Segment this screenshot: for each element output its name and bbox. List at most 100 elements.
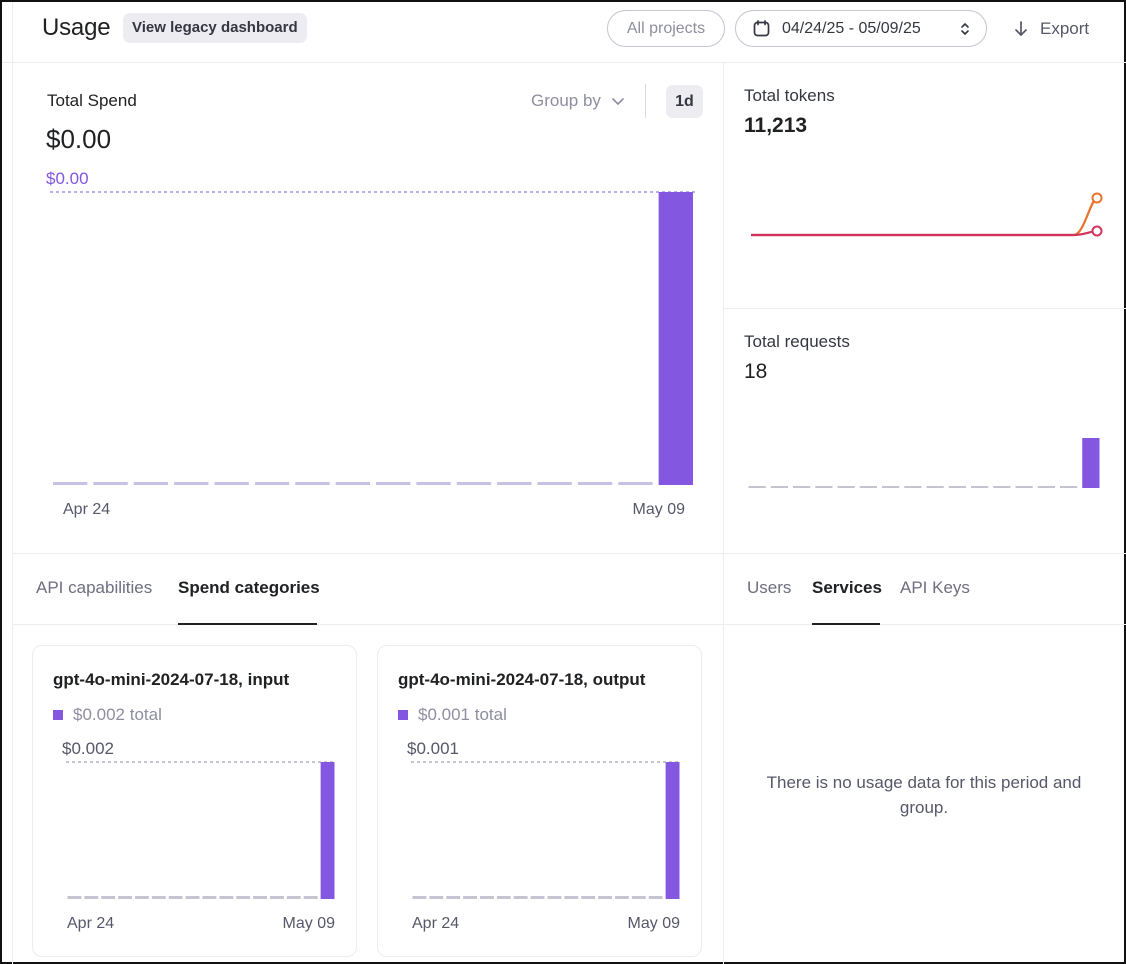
chart-bar-zero <box>174 482 209 485</box>
chart-bar-zero <box>598 896 612 899</box>
date-range-text: 04/24/25 - 05/09/25 <box>782 20 921 37</box>
total-tokens-chart <box>751 192 1103 237</box>
x-tick-label: Apr 24 <box>67 915 114 932</box>
chart-bar-zero <box>615 896 629 899</box>
chart-bar-zero <box>67 896 82 899</box>
chart-bar-zero <box>1060 486 1078 488</box>
group-by-label: Group by <box>531 91 601 110</box>
chart-bar-zero <box>456 482 492 485</box>
chart-bar-zero <box>547 896 562 899</box>
chart-bar-zero <box>446 896 461 899</box>
total-requests-chart <box>748 438 1100 488</box>
group-by-dropdown[interactable]: Group by <box>531 91 624 111</box>
tabs-divider <box>12 624 1126 625</box>
empty-state-message: There is no usage data for this period a… <box>766 773 1082 817</box>
active-tab-indicator <box>178 623 317 625</box>
chart-bar-zero <box>497 482 532 485</box>
chart-bar-zero <box>335 482 370 485</box>
chart-bar-zero <box>303 896 318 899</box>
chart-bar-zero <box>882 486 900 488</box>
chart-bar-zero <box>202 896 217 899</box>
chart-bar-zero <box>429 896 444 899</box>
right-panel-divider <box>724 308 1126 309</box>
chart-bar-zero <box>926 486 944 488</box>
x-tick-label: May 09 <box>628 915 681 932</box>
vertical-divider <box>723 63 724 964</box>
tab-spend-categories[interactable]: Spend categories <box>178 578 320 597</box>
card-title: gpt-4o-mini-2024-07-18, input <box>53 670 290 689</box>
chart-bar-zero <box>564 896 579 899</box>
section-divider <box>12 553 1126 554</box>
chart-bar <box>665 762 680 899</box>
x-tick-label: May 09 <box>283 915 336 932</box>
tab-api-keys[interactable]: API Keys <box>900 578 970 597</box>
legend-swatch <box>398 710 408 720</box>
chart-bar-zero <box>135 896 149 899</box>
series-end-point <box>1091 192 1103 204</box>
tab-services[interactable]: Services <box>812 578 882 597</box>
chart-bar-zero <box>631 896 646 899</box>
total-spend-value: $0.00 <box>46 124 112 154</box>
chart-bar-zero <box>993 486 1011 488</box>
chart-bar-zero <box>376 482 411 485</box>
chart-bar-zero <box>971 486 989 488</box>
chart-bar-zero <box>748 486 766 488</box>
chart-bar-zero <box>859 486 877 488</box>
chevron-up-down-icon <box>961 23 969 35</box>
chart-bar-zero <box>480 896 494 899</box>
arrow-down-icon <box>1015 21 1027 36</box>
spend-category-card[interactable]: gpt-4o-mini-2024-07-18, input $0.002 tot… <box>32 645 357 957</box>
granularity-button[interactable]: 1d <box>666 85 703 118</box>
x-tick-label: Apr 24 <box>412 915 459 932</box>
chart-bar-zero <box>581 896 596 899</box>
chart-bar-zero <box>168 896 183 899</box>
series-line <box>751 196 1098 237</box>
chart-bar-zero <box>648 896 663 899</box>
page-header: Usage View legacy dashboard All projects… <box>2 2 1126 63</box>
chart-bar-zero <box>513 896 528 899</box>
chart-bar-zero <box>837 486 855 488</box>
chart-bar-zero <box>496 896 511 899</box>
chart-bar-zero <box>93 482 128 485</box>
chart-bar-zero <box>118 896 132 899</box>
chart-bar-zero <box>151 896 166 899</box>
max-value-label: $0.001 <box>407 739 459 758</box>
legend-swatch <box>53 710 63 720</box>
chevron-down-icon <box>612 98 624 105</box>
total-spend-label: Total Spend <box>47 91 137 110</box>
chart-bar-zero <box>948 486 966 488</box>
card-chart: $0.002 Apr 24 May 09 <box>62 739 336 932</box>
chart-bar-zero <box>84 896 99 899</box>
chart-bar-zero <box>537 482 572 485</box>
chart-bar-zero <box>412 896 427 899</box>
left-gutter-line <box>12 2 13 964</box>
chart-bar-zero <box>295 482 330 485</box>
chart-bar-zero <box>254 482 290 485</box>
chart-bar-zero <box>236 896 251 899</box>
chart-bar-zero <box>214 482 249 485</box>
page-title: Usage <box>42 14 111 41</box>
chart-bar-zero <box>185 896 200 899</box>
view-legacy-dashboard-button[interactable]: View legacy dashboard <box>123 13 307 43</box>
all-projects-button[interactable]: All projects <box>607 10 725 47</box>
chart-bar-zero <box>793 486 811 488</box>
tab-api-capabilities[interactable]: API capabilities <box>36 578 153 597</box>
tab-users[interactable]: Users <box>747 578 792 597</box>
toolbar-separator <box>645 84 646 118</box>
spend-category-card[interactable]: gpt-4o-mini-2024-07-18, output $0.001 to… <box>377 645 702 957</box>
x-tick-label: May 09 <box>633 501 686 518</box>
export-label: Export <box>1040 19 1090 38</box>
date-range-picker[interactable]: 04/24/25 - 05/09/25 <box>735 10 987 47</box>
chart-bar-zero <box>53 482 88 485</box>
card-total: $0.002 total <box>73 705 162 724</box>
card-total: $0.001 total <box>418 705 507 724</box>
max-value-label: $0.00 <box>46 169 89 188</box>
chart-bar-zero <box>416 482 451 485</box>
chart-bar-zero <box>270 896 284 899</box>
chart-bar <box>658 192 693 485</box>
chart-bar-zero <box>530 896 545 899</box>
total-spend-chart: $0.00 Apr 24 May 09 <box>46 169 696 518</box>
chart-bar-zero <box>618 482 653 485</box>
calendar-icon <box>753 20 770 37</box>
